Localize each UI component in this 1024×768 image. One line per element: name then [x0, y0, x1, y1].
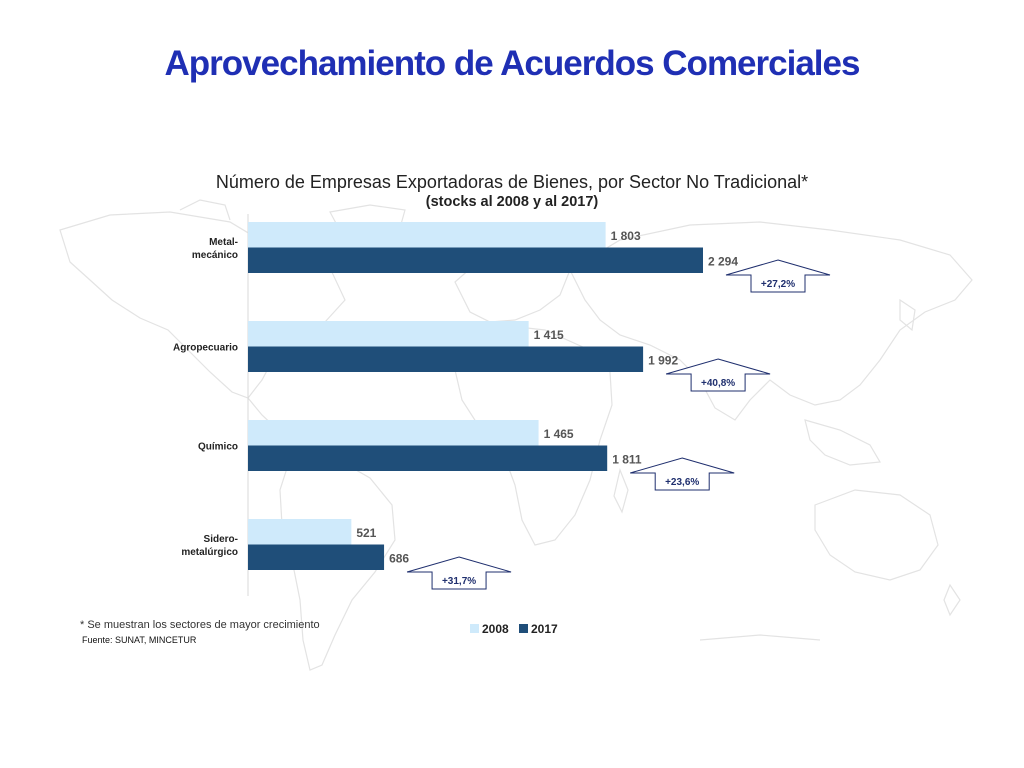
category-label: Sidero-: [204, 534, 238, 545]
value-label-2008: 1 415: [534, 328, 564, 342]
category-label: metalúrgico: [181, 547, 238, 558]
growth-label: +31,7%: [442, 576, 476, 587]
chart-title: Número de Empresas Exportadoras de Biene…: [215, 172, 809, 192]
growth-label: +40,8%: [701, 378, 735, 389]
footnote: * Se muestran los sectores de mayor crec…: [80, 619, 320, 631]
bar-2017: [248, 445, 608, 471]
value-label-2017: 1 811: [612, 452, 642, 466]
value-label-2008: 521: [356, 526, 376, 540]
value-label-2017: 2 294: [708, 254, 738, 268]
growth-arrow: [665, 358, 771, 392]
growth-arrow: [630, 457, 735, 491]
growth-arrow: [725, 259, 831, 293]
bar-2008: [248, 519, 352, 545]
growth-label: +27,2%: [761, 279, 795, 290]
value-label-2017: 686: [389, 551, 409, 565]
bar-2017: [248, 247, 703, 273]
legend-swatch-2008: [470, 624, 479, 633]
bar-2008: [248, 420, 539, 446]
chart-subtitle: (stocks al 2008 y al 2017): [425, 194, 599, 210]
category-label: Metal-: [209, 237, 238, 248]
slide-title: Aprovechamiento de Acuerdos Comerciales: [164, 44, 861, 83]
category-label: mecánico: [192, 250, 238, 261]
source-note: Fuente: SUNAT, MINCETUR: [82, 635, 197, 645]
category-label: Químico: [198, 442, 238, 453]
bar-2017: [248, 544, 385, 570]
legend-label-2017: 2017: [531, 622, 558, 636]
growth-arrow: [406, 556, 512, 590]
value-label-2008: 1 465: [544, 427, 574, 441]
bar-2008: [248, 321, 529, 347]
category-label: Agropecuario: [173, 343, 238, 354]
value-label-2017: 1 992: [648, 353, 678, 367]
value-label-2008: 1 803: [611, 229, 641, 243]
growth-label: +23,6%: [665, 477, 699, 488]
legend-label-2008: 2008: [482, 622, 509, 636]
bar-2008: [248, 222, 606, 248]
legend-swatch-2017: [519, 624, 528, 633]
bar-2017: [248, 346, 644, 372]
